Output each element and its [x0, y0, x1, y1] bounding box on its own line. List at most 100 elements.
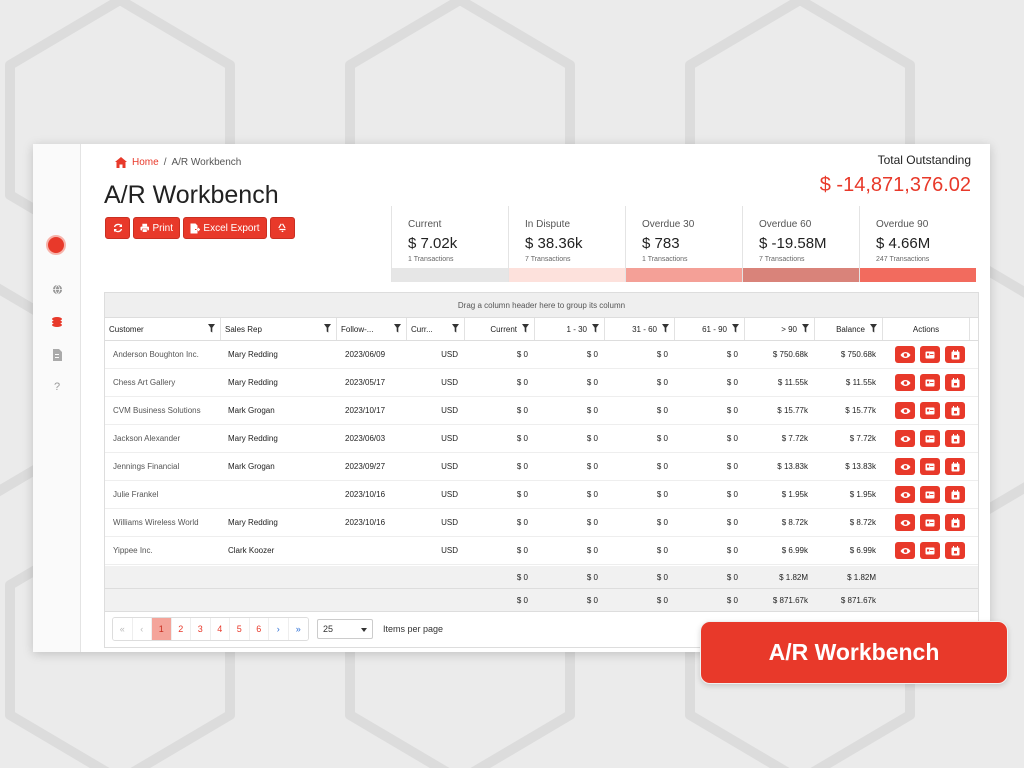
filter-icon[interactable]	[662, 324, 669, 333]
page-button[interactable]: 3	[191, 618, 211, 640]
refresh-button[interactable]	[105, 217, 130, 239]
statement-button[interactable]	[920, 514, 940, 531]
col-header-31-60[interactable]: 31 - 60	[605, 318, 675, 340]
eye-icon	[900, 547, 910, 554]
breadcrumb-home-link[interactable]: Home	[132, 156, 159, 168]
card-label: In Dispute	[525, 219, 571, 230]
row-actions	[883, 458, 970, 475]
table-row[interactable]: Jackson Alexander Mary Redding 2023/06/03 U…	[105, 425, 978, 453]
cell-1-30: $ 0	[586, 462, 598, 471]
col-header-customer[interactable]: Customer	[105, 318, 221, 340]
cell-31-60: $ 0	[656, 546, 668, 555]
col-header-follow-up[interactable]: Follow-...	[337, 318, 407, 340]
schedule-button[interactable]	[945, 486, 965, 503]
card-current[interactable]: Current $ 7.02k 1 Transactions	[391, 206, 508, 282]
table-row[interactable]: Jennings Financial Mark Grogan 2023/09/27 U…	[105, 453, 978, 481]
cell-customer[interactable]: Anderson Boughton Inc.	[113, 350, 199, 359]
schedule-button[interactable]	[945, 402, 965, 419]
filter-icon[interactable]	[522, 324, 529, 333]
excel-export-button[interactable]: Excel Export	[183, 217, 267, 239]
last-page-icon[interactable]: »	[288, 618, 308, 640]
col-header-balance[interactable]: Balance	[815, 318, 883, 340]
filter-icon[interactable]	[802, 324, 809, 333]
table-row[interactable]: Anderson Boughton Inc. Mary Redding 2023/0…	[105, 341, 978, 369]
filter-icon[interactable]	[324, 324, 331, 333]
view-button[interactable]	[895, 374, 915, 391]
filter-icon[interactable]	[592, 324, 599, 333]
table-row[interactable]: Julie Frankel 2023/10/16 USD $ 0 $ 0 $ 0 $ 0 $ …	[105, 481, 978, 509]
items-per-page-label: Items per page	[383, 624, 444, 634]
next-page-icon[interactable]: ›	[269, 618, 289, 640]
schedule-button[interactable]	[945, 346, 965, 363]
view-button[interactable]	[895, 458, 915, 475]
schedule-button[interactable]	[945, 458, 965, 475]
statement-button[interactable]	[920, 402, 940, 419]
view-button[interactable]	[895, 542, 915, 559]
statement-button[interactable]	[920, 542, 940, 559]
page-size-select[interactable]: 25	[317, 619, 373, 639]
filter-icon[interactable]	[208, 324, 215, 333]
group-drop-area[interactable]: Drag a column header here to group its c…	[105, 293, 978, 318]
col-header-current[interactable]: Current	[465, 318, 535, 340]
col-header-1-30[interactable]: 1 - 30	[535, 318, 605, 340]
first-page-icon[interactable]: «	[113, 618, 133, 640]
page-button[interactable]: 2	[171, 618, 191, 640]
col-header-currency[interactable]: Curr...	[407, 318, 465, 340]
grid-body[interactable]: Anderson Boughton Inc. Mary Redding 2023/0…	[105, 341, 978, 566]
app-logo[interactable]	[46, 235, 66, 255]
schedule-button[interactable]	[945, 542, 965, 559]
print-button[interactable]: Print	[133, 217, 180, 239]
cell-customer[interactable]: CVM Business Solutions	[113, 406, 201, 415]
view-button[interactable]	[895, 486, 915, 503]
table-row[interactable]: Williams Wireless World Mary Redding 2023/…	[105, 509, 978, 537]
table-row[interactable]: Yippee Inc. Clark Koozer USD $ 0 $ 0 $ 0 $ 0 $ …	[105, 537, 978, 565]
globe-icon[interactable]	[50, 282, 64, 296]
cell-customer[interactable]: Julie Frankel	[113, 490, 159, 499]
statement-button[interactable]	[920, 374, 940, 391]
page-button[interactable]: 1	[152, 618, 172, 640]
view-button[interactable]	[895, 346, 915, 363]
filter-icon[interactable]	[732, 324, 739, 333]
card-overdue-60[interactable]: Overdue 60 $ -19.58M 7 Transactions	[742, 206, 859, 282]
filter-icon[interactable]	[870, 324, 877, 333]
statement-button[interactable]	[920, 458, 940, 475]
cell-customer[interactable]: Jackson Alexander	[113, 434, 181, 443]
col-header-label: 1 - 30	[566, 324, 587, 334]
table-row[interactable]: CVM Business Solutions Mark Grogan 2023/10…	[105, 397, 978, 425]
card-overdue-90[interactable]: Overdue 90 $ 4.66M 247 Transactions	[859, 206, 976, 282]
help-icon[interactable]: ?	[53, 381, 61, 393]
schedule-button[interactable]	[945, 430, 965, 447]
statement-button[interactable]	[920, 486, 940, 503]
prev-page-icon[interactable]: ‹	[132, 618, 152, 640]
toolbar: Print Excel Export	[105, 217, 295, 239]
card-overdue-30[interactable]: Overdue 30 $ 783 1 Transactions	[625, 206, 742, 282]
page-button[interactable]: 5	[230, 618, 250, 640]
filter-icon[interactable]	[394, 324, 401, 333]
col-header-sales-rep[interactable]: Sales Rep	[221, 318, 337, 340]
cell-61-90: $ 0	[726, 546, 738, 555]
col-header-61-90[interactable]: 61 - 90	[675, 318, 745, 340]
cell-over-90: $ 13.83k	[777, 462, 808, 471]
cell-customer[interactable]: Jennings Financial	[113, 462, 180, 471]
view-button[interactable]	[895, 402, 915, 419]
page-button[interactable]: 4	[210, 618, 230, 640]
statement-button[interactable]	[920, 430, 940, 447]
table-row[interactable]: Chess Art Gallery Mary Redding 2023/05/17 U…	[105, 369, 978, 397]
document-icon[interactable]	[50, 348, 64, 362]
view-button[interactable]	[895, 514, 915, 531]
col-header-over-90[interactable]: > 90	[745, 318, 815, 340]
card-in-dispute[interactable]: In Dispute $ 38.36k 7 Transactions	[508, 206, 625, 282]
statement-button[interactable]	[920, 346, 940, 363]
cell-1-30: $ 0	[586, 378, 598, 387]
cell-customer[interactable]: Chess Art Gallery	[113, 378, 176, 387]
cell-customer[interactable]: Yippee Inc.	[113, 546, 153, 555]
recycle-button[interactable]	[270, 217, 295, 239]
schedule-button[interactable]	[945, 514, 965, 531]
schedule-button[interactable]	[945, 374, 965, 391]
view-button[interactable]	[895, 430, 915, 447]
cell-customer[interactable]: Williams Wireless World	[113, 518, 199, 527]
page-button[interactable]: 6	[249, 618, 269, 640]
coins-icon[interactable]	[50, 315, 64, 329]
filter-icon[interactable]	[452, 324, 459, 333]
col-header-actions[interactable]: Actions	[883, 318, 970, 340]
